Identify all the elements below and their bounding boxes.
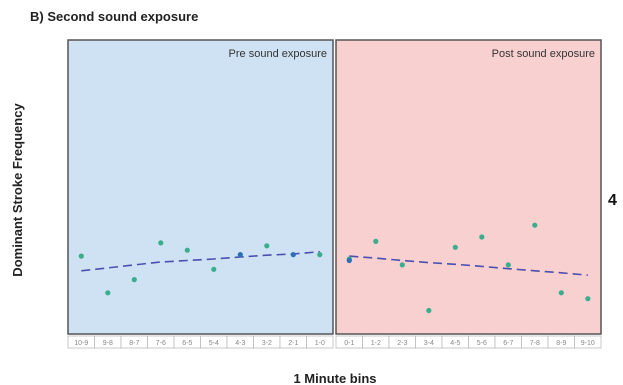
y-axis-label: Dominant Stroke Frequency [10, 103, 25, 277]
data-point [585, 296, 591, 302]
x-tick-label: 6-5 [182, 340, 192, 347]
x-tick-label: 1-2 [371, 340, 381, 347]
pre-mean-dashed-line [81, 250, 320, 272]
x-tick-label: 5-4 [209, 340, 219, 347]
x-tick-label: 3-4 [424, 340, 434, 347]
data-point [399, 262, 405, 268]
figure-heading: B) Second sound exposure [30, 9, 198, 24]
post-exposure-panel [335, 39, 602, 335]
x-tick-label: 8-7 [129, 340, 139, 347]
data-point [264, 243, 270, 249]
data-point [426, 307, 432, 314]
data-point [479, 234, 485, 240]
x-tick-label: 4-3 [235, 340, 245, 347]
x-tick-label: 7-6 [156, 340, 166, 347]
data-point [237, 252, 243, 258]
data-point [317, 252, 323, 258]
x-tick-label: 4-5 [450, 340, 460, 347]
x-tick-box [574, 335, 602, 349]
data-point [558, 290, 564, 296]
data-point [290, 252, 296, 258]
x-tick-box [306, 335, 334, 349]
data-point [373, 238, 379, 244]
data-point [131, 277, 137, 283]
data-point [505, 262, 511, 268]
pre-panel-title: Pre sound exposure [229, 48, 327, 60]
x-tick-label: 9-10 [581, 340, 595, 347]
x-tick-label: 6-7 [503, 340, 513, 347]
x-tick-label: 1-0 [315, 340, 325, 347]
x-tick-label: 3-2 [262, 340, 272, 347]
x-tick-label: 9-8 [103, 340, 113, 347]
x-tick-label: 10-9 [74, 340, 88, 347]
x-tick-label: 8-9 [556, 340, 566, 347]
x-tick-layer: 10-9 9-8 8-7 7-6 6-5 5-4 4-3 3-2 2-1 1-0 0-1 1-2 2-3… [67, 335, 602, 349]
x-tick-label: 2-3 [397, 340, 407, 347]
x-tick-label: 2-1 [288, 340, 298, 347]
x-tick-label: 0-1 [344, 340, 354, 347]
x-tick-label: 7-8 [530, 340, 540, 347]
x-axis-label: 1 Minute bins [293, 371, 376, 385]
x-tick-label: 5-6 [477, 340, 487, 347]
data-point [346, 257, 352, 264]
panels-layer: Pre sound exposure Post sound exposure [67, 39, 602, 335]
data-point [158, 240, 164, 246]
data-point [211, 266, 217, 272]
data-point [184, 247, 190, 253]
data-point [452, 244, 458, 250]
panel-side-label: 4 [608, 192, 617, 209]
data-point [105, 290, 111, 296]
data-point [78, 253, 84, 259]
pre-exposure-panel [67, 39, 334, 335]
data-point [532, 222, 538, 228]
post-panel-title: Post sound exposure [492, 48, 595, 60]
post-mean-dashed-line [349, 255, 588, 276]
